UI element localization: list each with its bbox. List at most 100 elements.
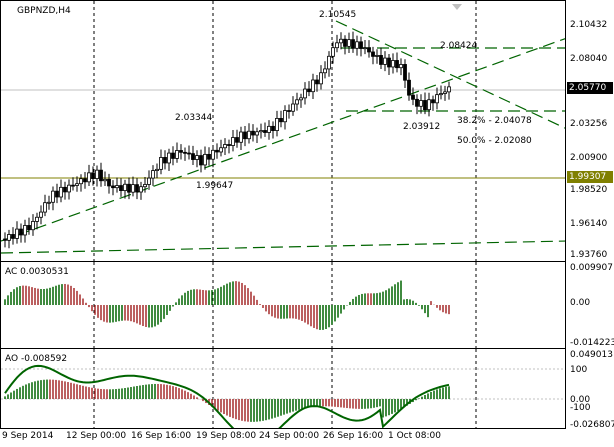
candle-body [271,125,275,131]
candle-body [43,202,47,213]
high-label: 2.10545 [319,10,356,20]
candle-body [71,184,75,187]
chart-title: GBPNZD,H4 [17,6,71,16]
candle-body [163,157,167,164]
axis-tick: 1.96140 [570,219,607,229]
candle-body [279,118,283,123]
candle-body [103,178,107,182]
candle-body [399,64,403,69]
candle-body [115,185,119,189]
candle-body [435,94,439,104]
ac-axis-tick: -0.014223 [570,338,614,348]
candle-body [263,130,267,133]
candle-body [315,79,319,85]
candle-body [223,144,227,149]
price-pane[interactable]: GBPNZD,H4 2.10545 2.08424 2.03344 1.9964… [0,0,566,262]
candle-body [267,125,271,133]
candle-body [239,131,243,143]
candle-body [211,149,215,160]
candle-body [3,238,7,241]
time-label: 16 Sep 16:00 [131,431,192,441]
ac-axis-tick: 0.00 [570,298,590,308]
candle-body [255,131,259,136]
candle-body [207,153,211,160]
ao-chart[interactable]: AO -0.008592 [1,349,566,429]
candle-body [31,221,35,231]
time-label: 1 Oct 08:00 [388,431,441,441]
candle-body [231,137,235,146]
candle-body [387,57,391,68]
candle-body [159,157,163,170]
candle-body [111,185,115,189]
candle-body [95,169,99,179]
candle-body [27,225,31,231]
candle-body [259,130,263,133]
current-price-tag: 2.05770 [567,82,613,94]
ac-title: AC 0.0030531 [5,267,69,277]
ao-pane[interactable]: AO -0.008592 [0,348,566,429]
candle-body [295,99,299,105]
candle-body [407,79,411,96]
candle-body [139,186,143,193]
candle-body [431,99,435,104]
ao-axis-tick: 100 [570,365,587,375]
candle-body [283,110,287,123]
candle-body [411,94,415,100]
candle-body [415,98,419,107]
trendline-up [1,38,565,242]
axis-tick: 2.10432 [570,20,607,30]
axis-tick: 1.93760 [570,250,607,260]
candle-body [311,79,315,93]
candle-body [291,103,295,112]
candle-body [347,39,351,47]
candle-body [307,88,311,93]
axis-tick: 2.00900 [570,153,607,163]
candle-body [403,64,407,81]
candle-body [243,131,247,140]
candle-body [39,211,43,218]
candle-body [339,38,343,44]
candle-body [319,72,323,85]
candle-body [55,190,59,198]
candle-body [15,228,19,239]
trendline-down [335,20,565,129]
candle-body [131,184,135,193]
candle-body [107,178,111,187]
candle-body [47,201,51,204]
price-chart[interactable]: GBPNZD,H4 2.10545 2.08424 2.03344 1.9964… [1,1,566,262]
ac-chart[interactable]: AC 0.0030531 [1,262,566,349]
time-label: 26 Sep 16:00 [323,431,384,441]
time-axis: 9 Sep 2014 12 Sep 00:00 16 Sep 16:00 19 … [0,429,566,447]
candle-body [343,38,347,47]
candle-body [395,60,399,69]
candle-body [367,47,371,53]
ao-axis-tick: 0.00 [570,395,590,405]
candle-body [67,184,71,193]
candle-body [227,144,231,146]
candle-body [167,152,171,164]
candle-body [363,47,367,50]
candle-body [75,183,79,186]
candle-body [427,99,431,111]
ac-bars [4,280,450,330]
ao-bars [4,379,450,422]
level-label: 2.08424 [440,41,477,51]
candle-body [355,41,359,49]
ao-signal-line [4,364,450,428]
ac-pane[interactable]: AC 0.0030531 [0,261,566,349]
candle-body [19,228,23,236]
candle-body [151,170,155,179]
recent-low-label: 2.03912 [403,122,440,132]
candle-body [199,155,203,166]
candle-body [59,186,63,198]
candle-body [351,39,355,49]
candle-body [423,100,427,111]
mid-high-label: 2.03344 [175,113,212,123]
candle-body [379,55,383,65]
candle-body [371,51,375,57]
axis-tick: 1.98520 [570,185,607,195]
candle-body [179,150,183,153]
candle-body [203,153,207,166]
shift-marker-icon [452,4,462,10]
candle-body [171,152,175,159]
